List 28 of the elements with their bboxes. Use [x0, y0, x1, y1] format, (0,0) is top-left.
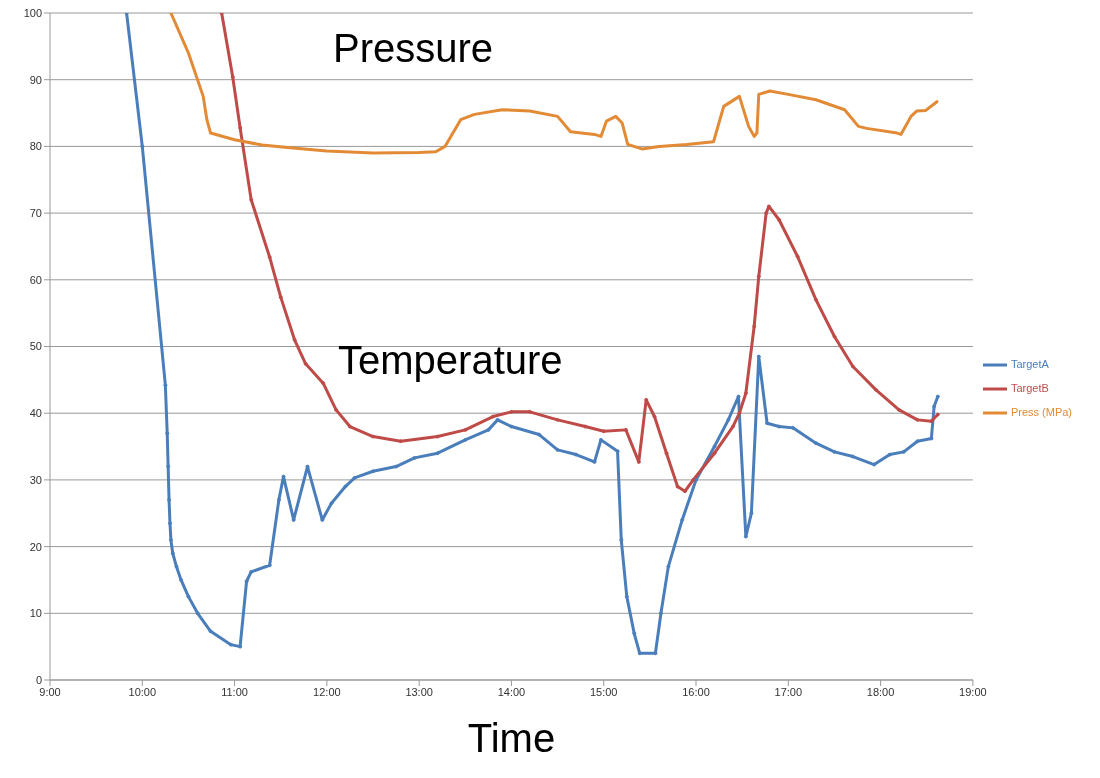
y-tick-label: 50 — [29, 340, 42, 353]
legend-label: TargetA — [1010, 357, 1049, 370]
legend-label: Press (MPa) — [1010, 406, 1072, 419]
annotation: Pressure — [333, 26, 494, 71]
y-tick-label: 70 — [29, 207, 42, 220]
y-tick-label: 10 — [29, 607, 42, 620]
y-tick-label: 20 — [29, 540, 42, 553]
x-tick-label: 16:00 — [682, 685, 710, 698]
x-tick-label: 9:00 — [39, 685, 61, 698]
x-tick-label: 11:00 — [221, 685, 248, 698]
x-tick-label: 19:00 — [959, 685, 987, 698]
y-tick-label: 60 — [29, 273, 42, 286]
y-tick-label: 40 — [29, 407, 42, 420]
x-tick-label: 15:00 — [589, 685, 618, 698]
y-tick-label: 100 — [23, 6, 42, 19]
y-tick-label: 80 — [29, 140, 42, 153]
x-tick-label: 13:00 — [405, 685, 433, 698]
x-tick-label: 17:00 — [774, 685, 803, 698]
x-tick-label: 10:00 — [128, 685, 157, 698]
x-tick-label: 12:00 — [313, 685, 341, 698]
x-axis-title: Time — [467, 716, 556, 760]
y-tick-label: 0 — [35, 673, 42, 686]
legend-label: TargetB — [1010, 381, 1049, 394]
y-tick-label: 90 — [29, 73, 42, 86]
annotation: Temperature — [338, 338, 563, 383]
x-tick-label: 18:00 — [866, 685, 895, 698]
y-tick-label: 30 — [29, 473, 42, 486]
x-tick-label: 14:00 — [497, 685, 526, 698]
